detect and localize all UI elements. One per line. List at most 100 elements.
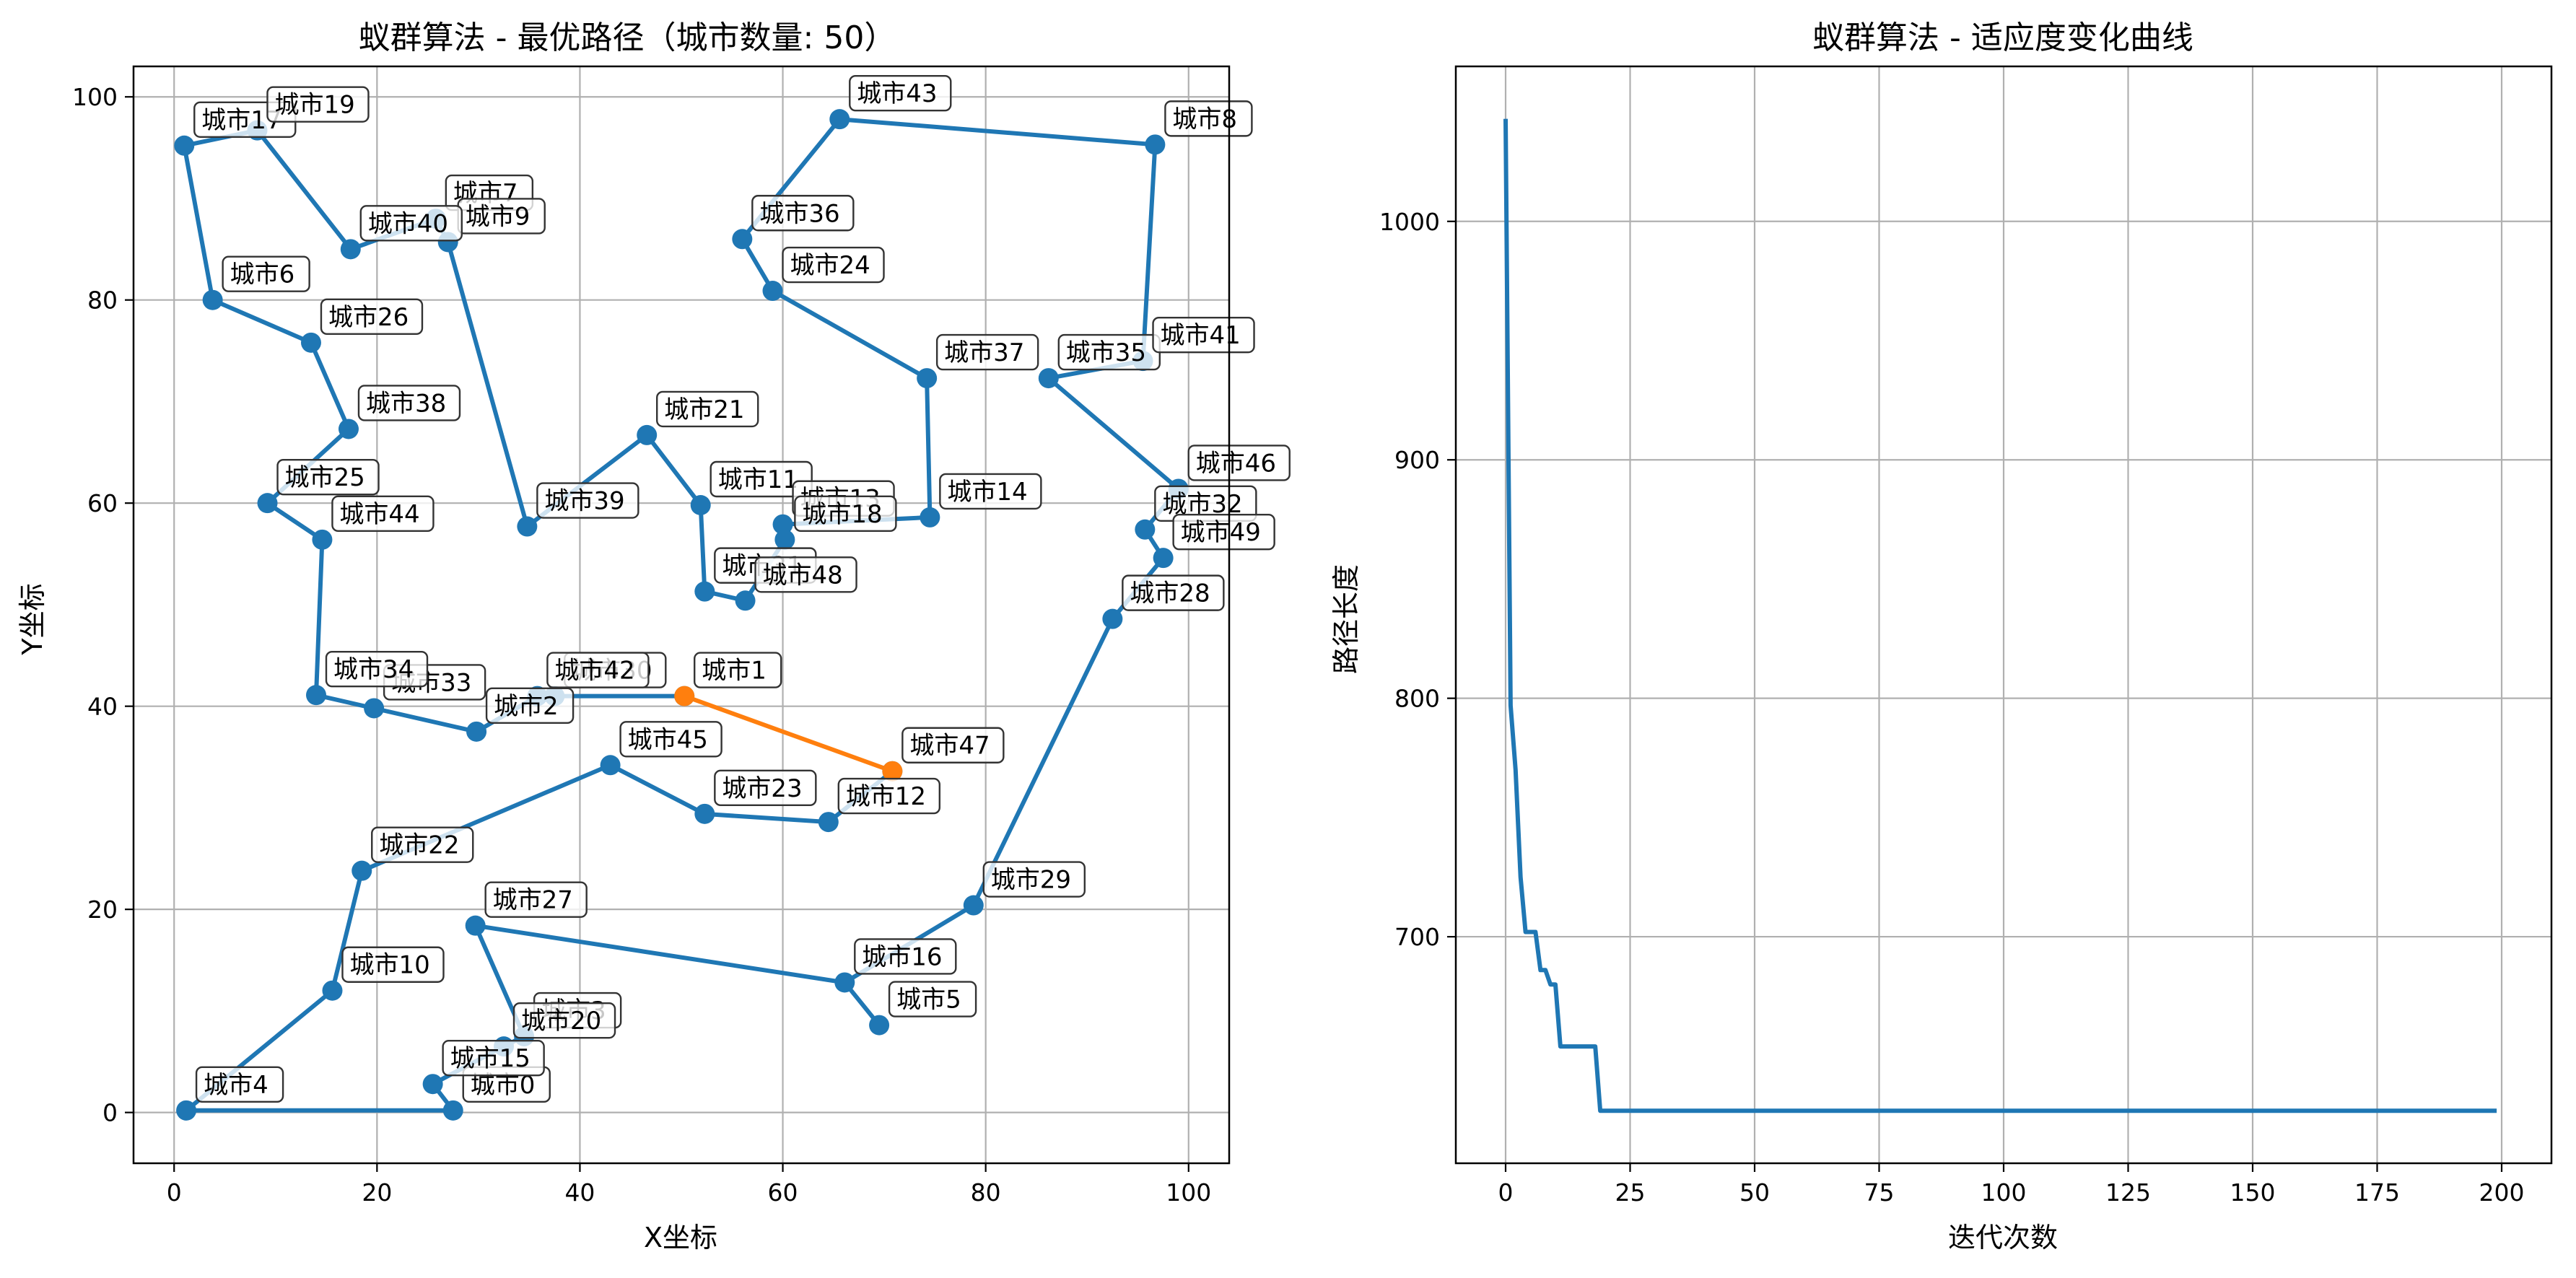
city-label-text: 城市46 — [1196, 449, 1276, 478]
city-label-text: 城市10 — [349, 951, 429, 980]
city-label-box — [266, 86, 370, 123]
city-label-26: 城市26 — [320, 298, 424, 336]
city-label-text: 城市25 — [285, 463, 365, 492]
city-labels: 城市0城市1城市2城市3城市4城市5城市6城市7城市8城市9城市10城市11城市… — [193, 74, 1291, 1103]
city-point-38 — [338, 419, 359, 439]
city-label-box — [341, 946, 445, 983]
city-label-box — [901, 727, 1005, 763]
city-point-11 — [690, 495, 711, 515]
city-point-45 — [600, 755, 621, 776]
route-map-tick-label-y: 100 — [72, 83, 118, 111]
city-label-box — [794, 495, 897, 533]
city-label-43: 城市43 — [849, 74, 952, 112]
city-point-5 — [869, 1015, 890, 1036]
fitness-curve-tick-label-x: 150 — [2230, 1178, 2276, 1207]
city-points — [174, 109, 1189, 1121]
fitness-curve-tick-label-y: 700 — [1394, 923, 1440, 951]
city-label-25: 城市25 — [276, 458, 380, 496]
city-label-text: 城市11 — [718, 465, 798, 494]
city-label-16: 城市16 — [854, 938, 957, 975]
city-label-text: 城市20 — [521, 1007, 601, 1036]
city-point-32 — [1135, 519, 1156, 540]
fitness-curve-tick-label-x: 75 — [1864, 1178, 1895, 1207]
fitness-curve-tick-label-x: 175 — [2354, 1178, 2400, 1207]
city-label-box — [1172, 513, 1275, 551]
city-label-48: 城市48 — [754, 556, 857, 593]
fitness-curve-title: 蚁群算法 - 适应度变化曲线 — [1812, 19, 2193, 56]
fitness-curve-ylabel: 路径长度 — [1330, 564, 1362, 674]
fitness-curve-tick-label-x: 50 — [1739, 1178, 1770, 1207]
route-path — [182, 117, 1181, 1113]
city-label-box — [849, 74, 952, 112]
fitness-line — [1503, 118, 2497, 1113]
city-point-25 — [257, 493, 278, 514]
city-label-9: 城市9 — [457, 198, 546, 235]
route-map-tick-label-y: 60 — [87, 489, 118, 517]
city-label-text: 城市45 — [628, 725, 708, 754]
city-point-37 — [917, 368, 938, 389]
city-label-text: 城市5 — [896, 986, 961, 1015]
city-label-box — [359, 205, 463, 242]
city-label-6: 城市6 — [222, 255, 310, 292]
city-point-36 — [732, 229, 753, 250]
fitness-series-line — [1503, 118, 2497, 1113]
route-map-tick-label-y: 80 — [87, 286, 118, 315]
route-closing-segment — [682, 693, 895, 774]
city-label-text: 城市9 — [466, 202, 531, 231]
city-label-box — [276, 458, 380, 496]
city-point-39 — [517, 516, 538, 537]
city-label-text: 城市27 — [493, 886, 573, 915]
route-map-ticks: 0 20 40 60 80 100 0 20 40 60 80 100 — [72, 83, 1211, 1207]
city-point-8 — [1145, 134, 1166, 155]
city-label-45: 城市45 — [619, 721, 722, 758]
city-label-box — [694, 652, 782, 688]
city-label-34: 城市34 — [325, 650, 429, 688]
route-map-grid — [134, 66, 1229, 1163]
city-label-text: 城市39 — [544, 487, 624, 516]
city-point-17 — [174, 135, 195, 156]
fitness-curve-tick-label-x: 200 — [2479, 1178, 2525, 1207]
city-label-box — [536, 482, 639, 519]
city-label-box — [854, 938, 957, 975]
city-label-text: 城市19 — [274, 91, 354, 120]
city-point-10 — [322, 980, 343, 1001]
city-point-44 — [312, 529, 333, 550]
city-point-35 — [1038, 368, 1059, 389]
city-label-box — [325, 650, 429, 688]
city-label-14: 城市14 — [939, 473, 1042, 510]
city-point-14 — [920, 507, 940, 528]
city-point-16 — [834, 972, 855, 993]
city-label-text: 城市35 — [1066, 338, 1146, 367]
route-map-xlabel: X坐标 — [644, 1222, 717, 1253]
city-label-29: 城市29 — [982, 861, 1086, 898]
city-label-40: 城市40 — [359, 205, 463, 242]
city-label-box — [512, 1002, 616, 1039]
city-label-box — [371, 826, 474, 863]
city-label-46: 城市46 — [1187, 445, 1291, 481]
city-point-48 — [735, 590, 756, 611]
city-label-41: 城市41 — [1152, 316, 1255, 354]
city-label-text: 城市34 — [333, 655, 414, 684]
city-label-box — [484, 881, 588, 918]
city-label-box — [888, 981, 977, 1017]
city-label-box — [656, 390, 759, 428]
fitness-curve-tick-label-x: 25 — [1615, 1178, 1646, 1207]
route-map-tick-label-y: 20 — [87, 896, 118, 924]
city-label-box — [546, 652, 650, 688]
route-map-tick-label-x: 80 — [971, 1178, 1001, 1207]
route-map-panel: 蚁群算法 - 最优路径（城市数量: 50） X坐标 Y坐标 0 20 40 60 80 1… — [17, 19, 1291, 1253]
route-map-tick-label-y: 40 — [87, 693, 118, 721]
city-label-box — [442, 1040, 545, 1077]
city-point-15 — [422, 1074, 443, 1095]
city-label-35: 城市35 — [1057, 333, 1161, 371]
fitness-curve-tick-label-y: 800 — [1394, 685, 1440, 713]
city-label-text: 城市42 — [554, 657, 634, 686]
city-label-text: 城市2 — [494, 692, 559, 721]
fitness-curve-tick-label-y: 900 — [1394, 446, 1440, 474]
city-label-text: 城市1 — [702, 657, 767, 686]
city-label-box — [1164, 100, 1253, 137]
city-label-37: 城市37 — [935, 333, 1039, 371]
city-label-text: 城市43 — [857, 79, 937, 108]
city-label-49: 城市49 — [1172, 513, 1275, 551]
route-map-ylabel: Y坐标 — [17, 583, 48, 655]
